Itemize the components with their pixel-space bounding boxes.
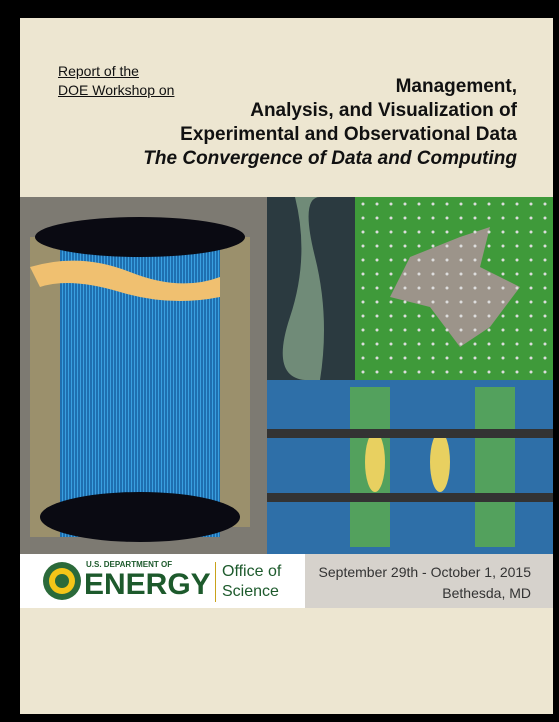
doe-seal [42,561,82,601]
report-line: DOE Workshop on [58,82,174,98]
image-shape [267,493,553,502]
report-line: Report of the [58,63,139,79]
location: Bethesda, MD [442,585,531,601]
title-line: Management, [396,76,517,98]
divider [215,562,216,602]
image-dots [355,197,553,380]
page: Report of the DOE Workshop on Management… [0,0,559,722]
office-line: Office of [222,563,281,581]
title-line: Experimental and Observational Data [180,124,517,146]
office-line: Science [222,583,279,601]
image-shape [430,432,450,492]
image-shape [40,492,240,542]
subtitle: The Convergence of Data and Computing [143,148,517,170]
dates: September 29th - October 1, 2015 [319,564,531,580]
image-shape [35,217,245,257]
image-shape [475,387,515,547]
image-shape [215,237,250,527]
title-line: Analysis, and Visualization of [250,100,517,122]
cover-images [20,197,553,554]
image-shape [267,429,553,438]
image-shape [365,432,385,492]
cover: Report of the DOE Workshop on Management… [20,18,553,714]
energy-logo: ENERGY [84,568,211,602]
